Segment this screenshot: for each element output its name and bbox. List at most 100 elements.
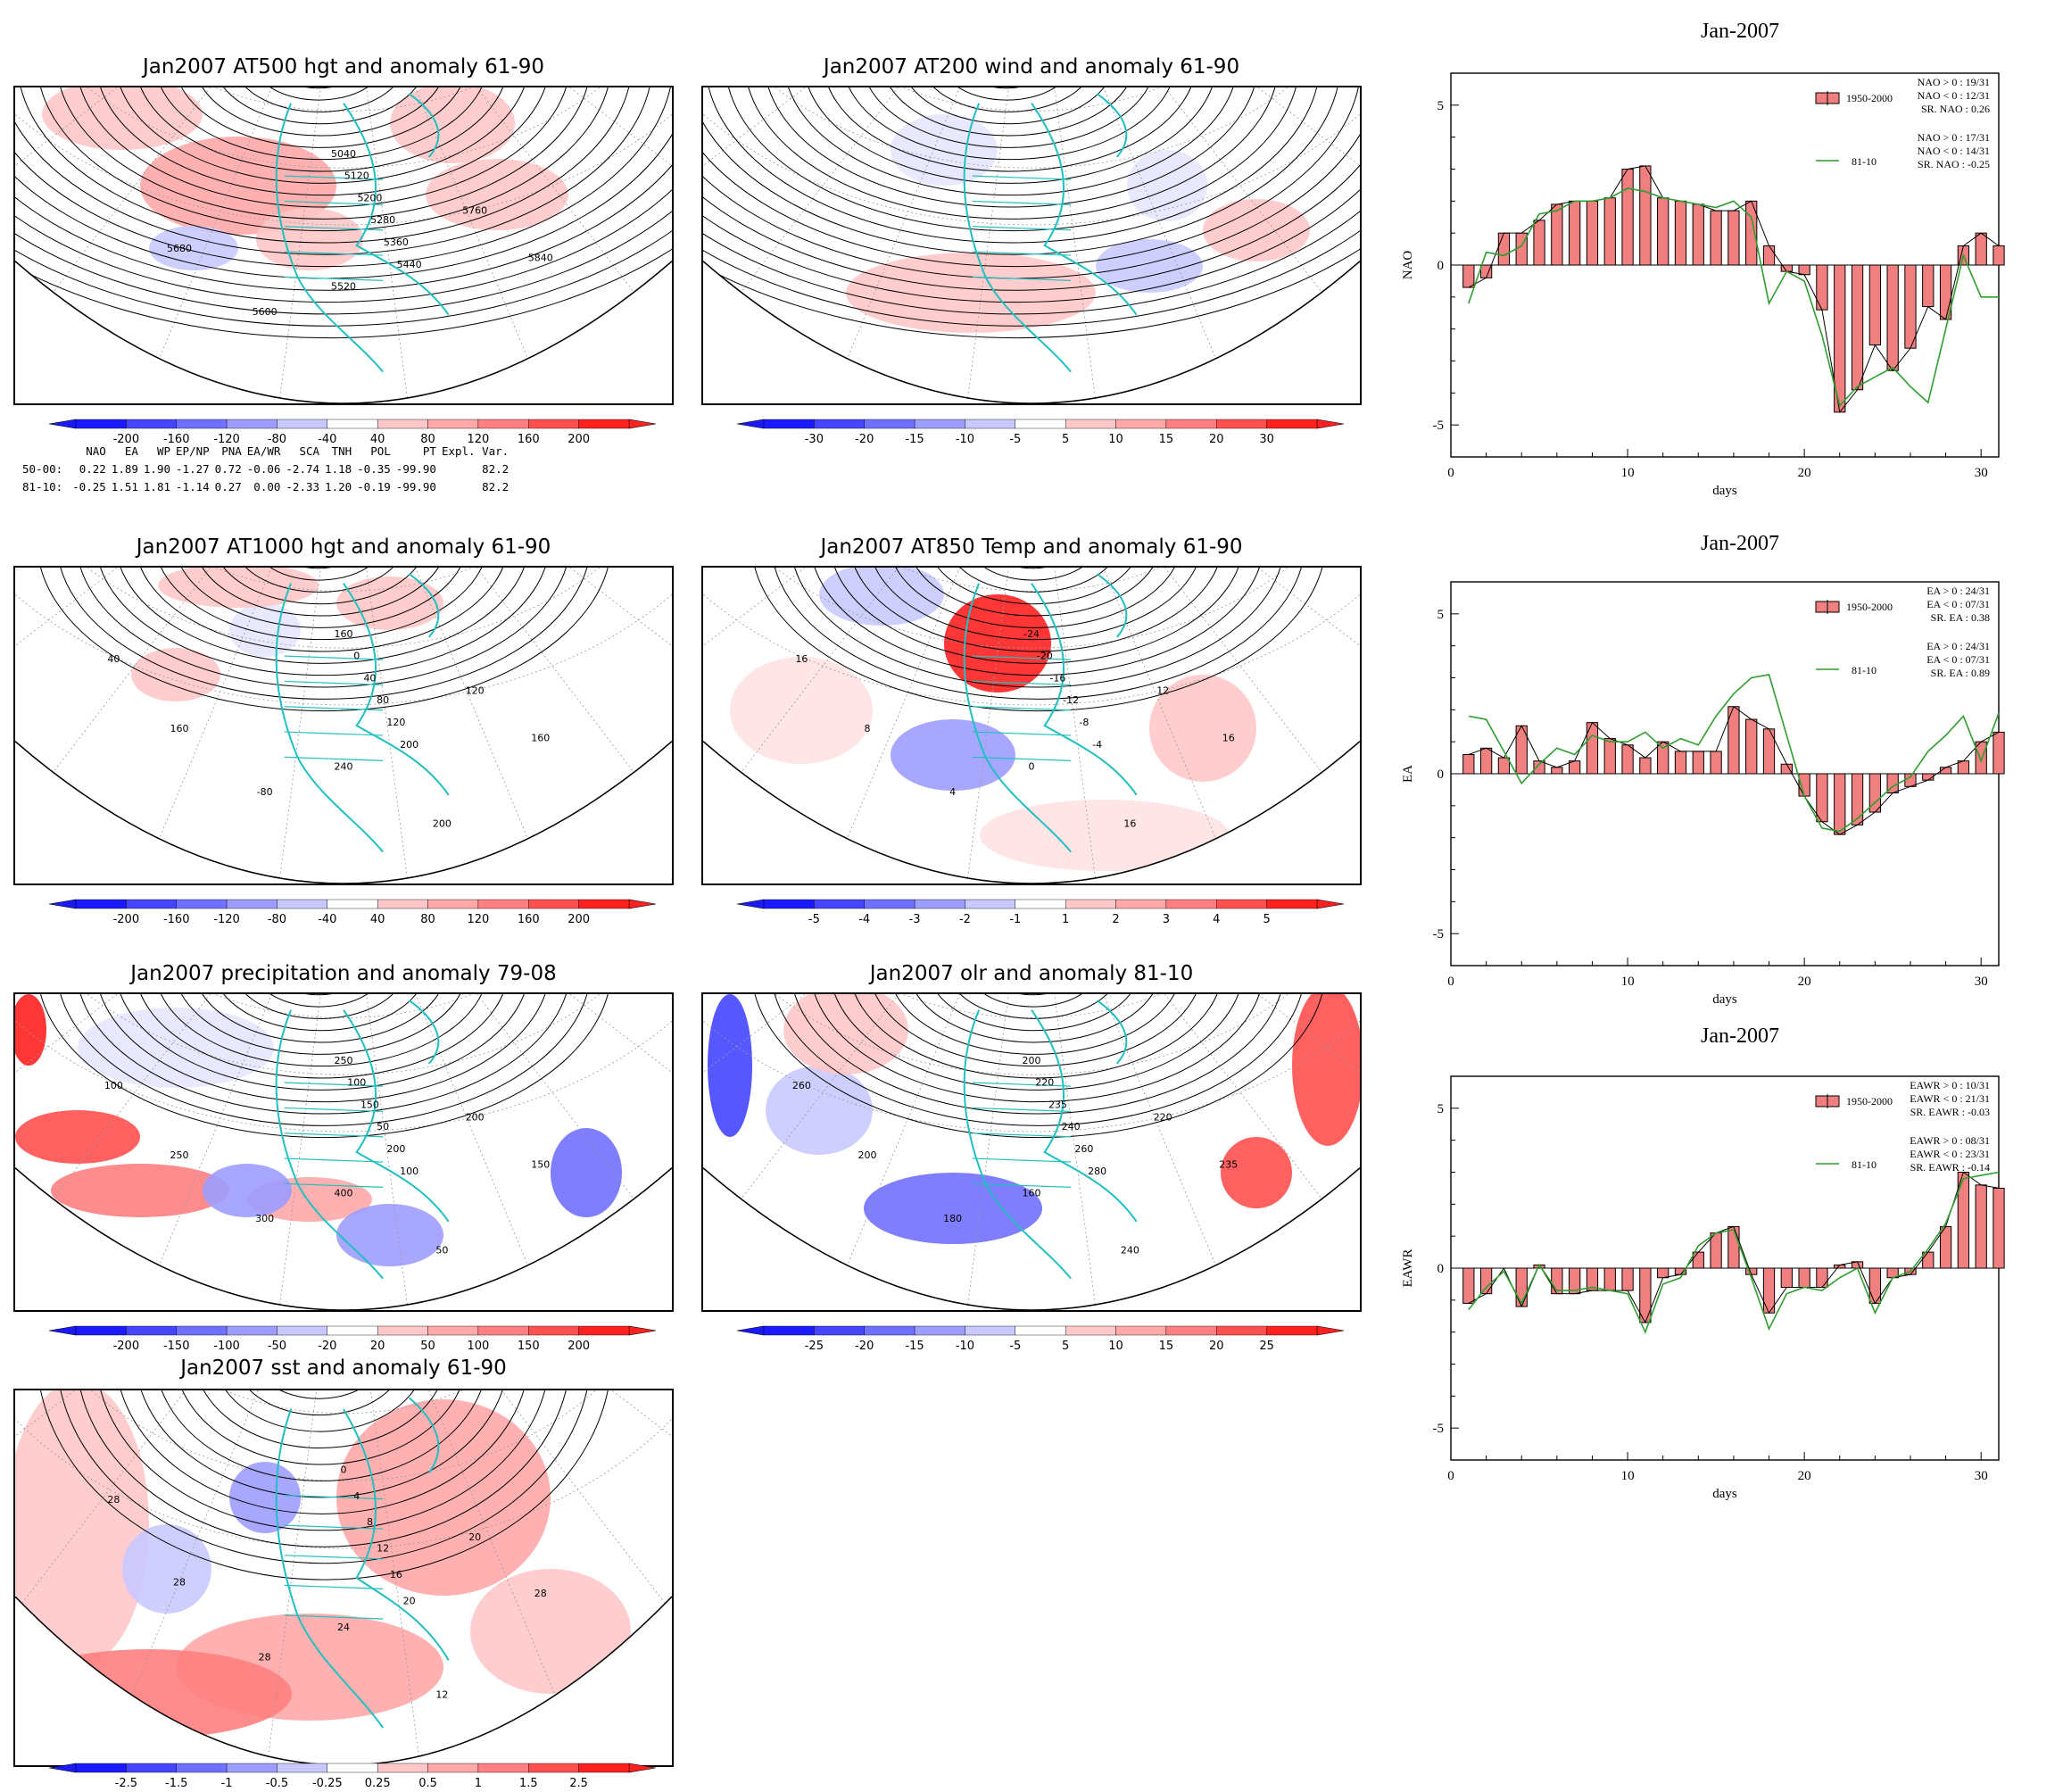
contour-line	[947, 568, 1121, 593]
state-border	[284, 655, 384, 660]
contour-line	[764, 87, 1259, 208]
teleconnection-index-table: NAO EA WP EP/NP PNA EA/WR SCA TNH POL PT…	[20, 443, 511, 496]
colorbar-arrow-right	[628, 419, 657, 429]
map-field: 5040 5120 5200 5280 5360 5440 5520 5600 5680 5760…	[15, 87, 672, 403]
table-cell: -99.90	[395, 462, 436, 476]
contour-line	[15, 87, 672, 268]
x-tick-label: 20	[1798, 1469, 1811, 1483]
colorbar-swatch	[814, 899, 865, 909]
colorbar-tick-label: 40	[370, 913, 385, 926]
coastline	[275, 573, 450, 853]
contour-label: 160	[170, 723, 189, 734]
contour-label: 200	[386, 1143, 405, 1155]
bar	[1479, 747, 1493, 775]
legend-line-label: 81-10	[1852, 155, 1877, 168]
contour-label: 250	[170, 1149, 189, 1161]
contour-line	[842, 87, 1177, 161]
table-header-cell: TNH	[331, 444, 352, 458]
colorbar-tick-label: 100	[467, 1340, 489, 1353]
table-header-cell: POL	[370, 444, 391, 458]
anomaly-shading	[1292, 994, 1360, 1146]
contour-label: 28	[107, 1494, 120, 1506]
colorbar: -25 -20 -15 -10 -5 5 10 15 20 25	[736, 1323, 1345, 1355]
colorbar-tick-label: 150	[518, 1340, 540, 1353]
contour-line	[115, 1390, 530, 1514]
colorbar-swatch	[327, 1325, 378, 1336]
latitude-circle	[703, 994, 1360, 1075]
table-cell: 1.51	[111, 480, 138, 494]
green-series-line	[1468, 1171, 2000, 1334]
legend-stat: NAO < 0 : 14/31	[1918, 145, 1990, 157]
colorbar-tick-label: 0.25	[365, 1777, 391, 1790]
coastline	[275, 93, 450, 373]
bar	[1851, 264, 1864, 391]
anomaly-shading	[15, 1390, 149, 1667]
table-cell: 1.81	[143, 480, 171, 494]
bar	[1710, 1232, 1722, 1269]
contour-label: 40	[107, 653, 120, 665]
table-cell: -0.35	[357, 462, 391, 476]
table-cell: -2.33	[286, 480, 320, 494]
bar	[1674, 751, 1687, 775]
colorbar-tick-label: -2.5	[115, 1777, 137, 1790]
contour-line	[703, 87, 1360, 268]
colorbar-swatch	[965, 419, 1016, 429]
contour-label: 160	[531, 733, 550, 744]
contour-label: 220	[1154, 1112, 1172, 1124]
colorbar-swatch	[277, 1325, 328, 1336]
colorbar-tick-label: -15	[905, 433, 924, 446]
y-tick-label: 5	[1437, 99, 1445, 113]
colorbar-tick-label: 80	[420, 913, 435, 926]
contour-label: 235	[1048, 1099, 1067, 1110]
contour-line	[37, 1390, 612, 1580]
contour-line	[829, 994, 1244, 1091]
colorbar-tick-label: 0.5	[418, 1777, 437, 1790]
map-panel-5: Jan2007 olr and anomaly 81-10 200 220 235 2…	[701, 962, 1366, 1353]
map-plot: 160 0 40 80 120 200 240 -80 160 120 160 40 200	[13, 566, 674, 885]
colorbar-swatch	[477, 899, 529, 909]
bar	[1692, 751, 1704, 775]
contour-line	[115, 994, 530, 1091]
bar	[1692, 1251, 1704, 1269]
bar	[1621, 169, 1634, 266]
table-cell: 1.89	[111, 462, 138, 476]
colorbar-swatch	[1216, 899, 1267, 909]
contour-label: 240	[335, 761, 353, 773]
map-title: Jan2007 sst and anomaly 61-90	[180, 1356, 507, 1380]
contour-line	[750, 994, 1327, 1139]
bar-top-line	[1468, 705, 2000, 835]
colorbar-tick-label: 2	[1112, 913, 1119, 926]
contour-line	[213, 568, 427, 605]
colorbar-swatch	[1115, 1325, 1167, 1336]
contour-line	[809, 994, 1264, 1103]
contour-label: 8	[865, 723, 871, 734]
bar	[1780, 1267, 1793, 1288]
x-tick-label: 30	[1975, 975, 1988, 989]
state-border	[972, 655, 1072, 660]
bar	[1975, 232, 1987, 266]
contour-line	[37, 568, 612, 712]
colorbar-swatch	[377, 899, 428, 909]
y-tick-label: -5	[1433, 927, 1445, 942]
contour-label: 5040	[331, 148, 356, 160]
bar	[1904, 264, 1917, 349]
colorbar-tick-label: -25	[805, 1340, 824, 1353]
state-border	[284, 1157, 384, 1163]
contour-label: 100	[400, 1166, 418, 1177]
contour-line	[56, 87, 592, 220]
meridian-line	[343, 994, 672, 1221]
table-cell: -2.74	[286, 462, 320, 476]
bar	[1515, 1267, 1528, 1307]
nao-chart: 0 10 20 30 -5 0 5 days NAO 1950-2000 NAO > 0 : 19/…	[1392, 62, 2017, 509]
table-cell: 0.27	[214, 480, 242, 494]
colorbar-swatch	[1065, 419, 1116, 429]
contour-label: 5360	[384, 236, 409, 248]
latitude-circle	[15, 1390, 672, 1481]
anomaly-shading	[229, 1462, 301, 1533]
contour-line	[37, 87, 612, 232]
bar	[1993, 1187, 2005, 1269]
contour-line	[703, 87, 1341, 255]
contour-label: 160	[1023, 1188, 1041, 1199]
colorbar: -200 -150 -100 -50 -20 20 50 100 150 200	[48, 1323, 657, 1355]
contour-line	[56, 994, 592, 1126]
